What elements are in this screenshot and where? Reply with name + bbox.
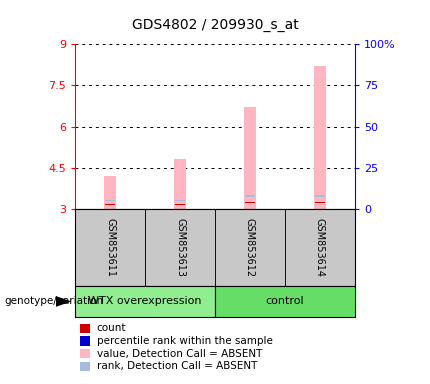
Bar [105,204,115,205]
Bar [175,204,185,205]
Bar [313,66,326,209]
Text: GDS4802 / 209930_s_at: GDS4802 / 209930_s_at [132,18,298,32]
Bar [75,286,215,317]
Text: genotype/variation: genotype/variation [4,296,104,306]
Text: GSM853614: GSM853614 [315,218,325,277]
Bar [75,209,145,286]
Text: percentile rank within the sample: percentile rank within the sample [97,336,273,346]
Bar [105,200,115,201]
Bar [285,209,355,286]
Text: GSM853611: GSM853611 [105,218,115,277]
Bar [104,176,117,209]
Text: control: control [266,296,304,306]
Bar [315,202,325,203]
Polygon shape [56,296,71,307]
Text: GSM853613: GSM853613 [175,218,185,277]
Bar [174,159,186,209]
Text: WTX overexpression: WTX overexpression [89,296,202,306]
Bar [215,286,355,317]
Bar [245,195,255,197]
Bar [315,195,325,197]
Bar [145,209,215,286]
Text: count: count [97,323,126,333]
Bar [244,107,256,209]
Bar [215,209,285,286]
Text: rank, Detection Call = ABSENT: rank, Detection Call = ABSENT [97,361,257,371]
Text: GSM853612: GSM853612 [245,218,255,277]
Text: value, Detection Call = ABSENT: value, Detection Call = ABSENT [97,349,262,359]
Bar [175,200,185,201]
Bar [245,202,255,203]
